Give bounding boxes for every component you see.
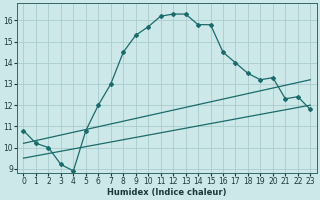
X-axis label: Humidex (Indice chaleur): Humidex (Indice chaleur) — [107, 188, 227, 197]
